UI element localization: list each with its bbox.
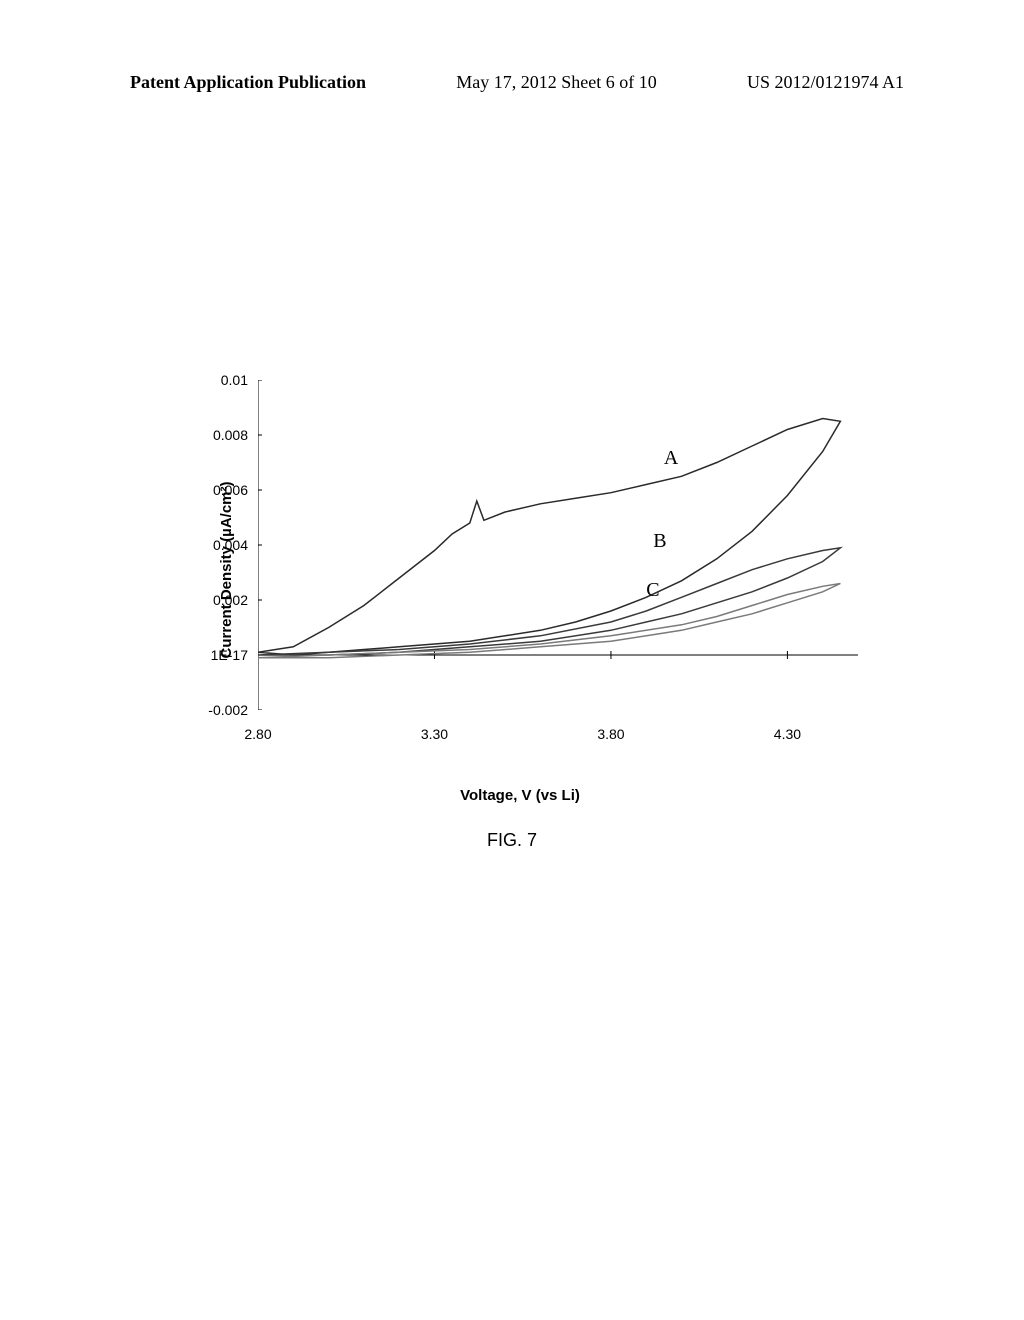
x-axis-label: Voltage, V (vs Li)	[460, 787, 580, 804]
x-tick-label: 3.30	[421, 726, 448, 742]
series-label-A: A	[664, 447, 678, 470]
y-tick-label: 0.006	[188, 482, 248, 498]
figure-caption: FIG. 7	[487, 830, 537, 851]
publication-number: US 2012/0121974 A1	[747, 72, 904, 93]
y-tick-label: 1E-17	[188, 647, 248, 663]
y-tick-label: -0.002	[188, 702, 248, 718]
chart-container: Current Density (µA/cm²) Voltage, V (vs …	[160, 380, 880, 760]
x-tick-label: 3.80	[597, 726, 624, 742]
x-tick-label: 2.80	[244, 726, 271, 742]
x-tick-label: 4.30	[774, 726, 801, 742]
y-tick-label: 0.002	[188, 592, 248, 608]
y-axis-label: Current Density (µA/cm²)	[218, 482, 235, 659]
page-header: Patent Application Publication May 17, 2…	[0, 72, 1024, 93]
series-label-B: B	[653, 530, 666, 553]
y-tick-label: 0.004	[188, 537, 248, 553]
publication-type: Patent Application Publication	[130, 72, 366, 93]
chart-svg	[258, 380, 858, 710]
plot-area	[258, 380, 858, 710]
series-label-C: C	[646, 579, 659, 602]
y-tick-label: 0.01	[188, 372, 248, 388]
date-sheet: May 17, 2012 Sheet 6 of 10	[456, 72, 656, 93]
y-tick-label: 0.008	[188, 427, 248, 443]
